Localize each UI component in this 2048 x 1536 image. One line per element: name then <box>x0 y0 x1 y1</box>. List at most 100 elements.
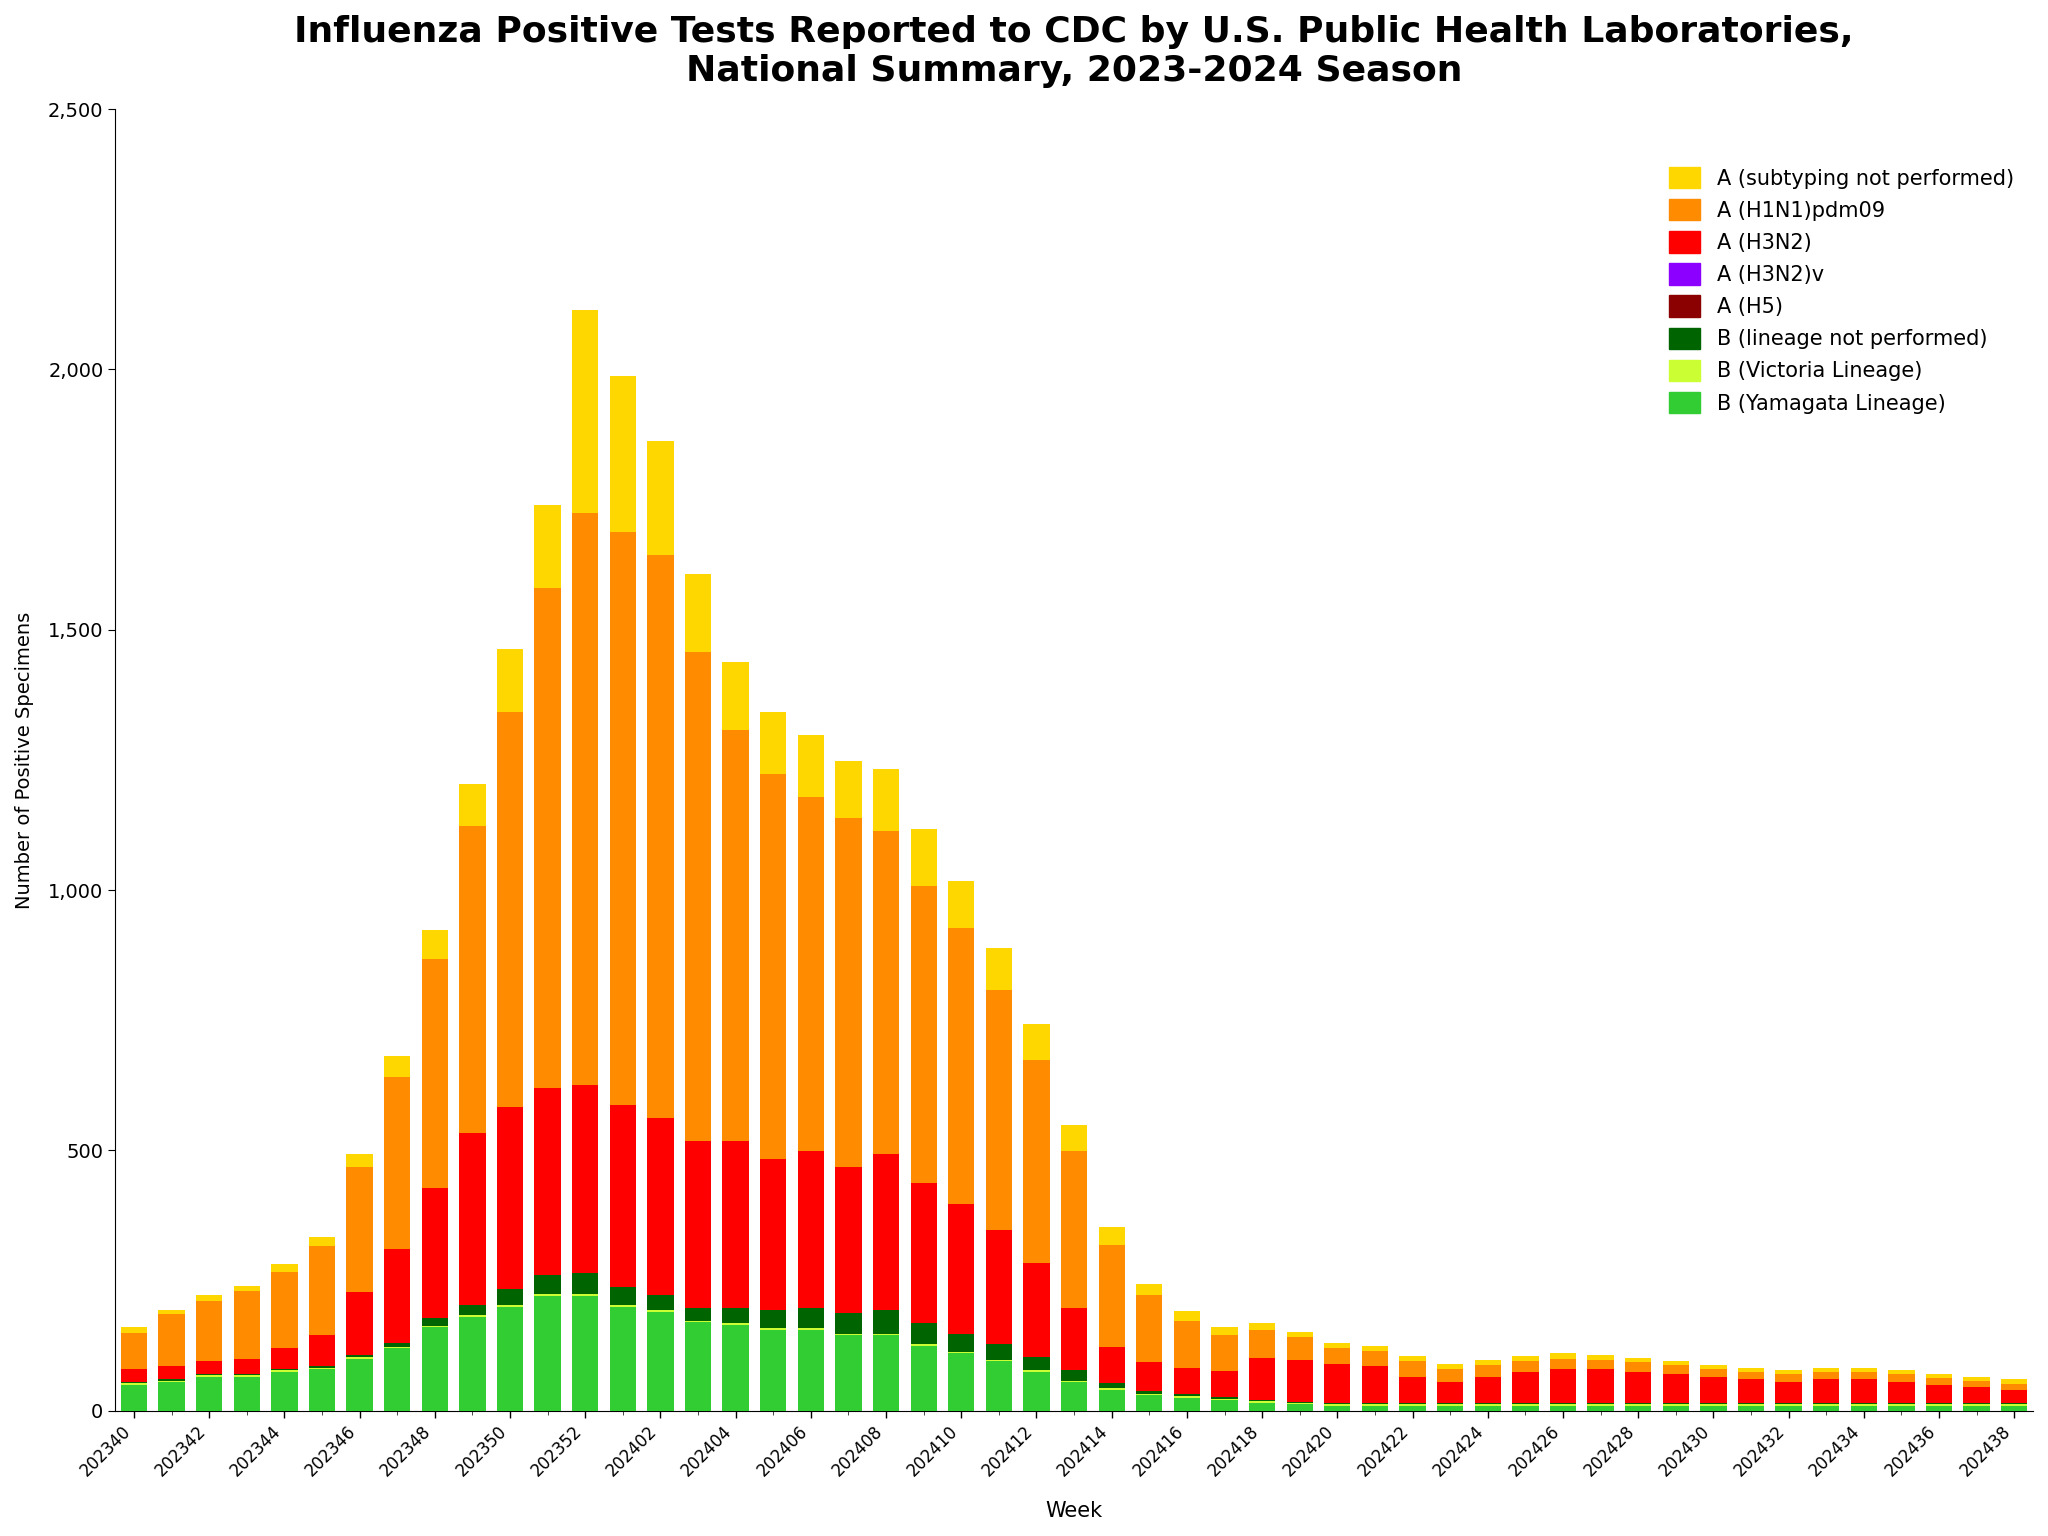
Bar <box>911 1324 936 1344</box>
Bar <box>610 1287 637 1306</box>
Bar <box>872 1333 899 1335</box>
Bar <box>197 1295 223 1301</box>
Bar <box>197 1301 223 1361</box>
Bar <box>1925 1405 1952 1410</box>
Bar <box>1475 1361 1501 1366</box>
Bar <box>121 1384 147 1410</box>
Bar <box>422 958 449 1187</box>
Bar <box>836 760 862 819</box>
Bar <box>1624 1404 1651 1405</box>
Bar <box>911 1183 936 1324</box>
Bar <box>385 1057 410 1077</box>
Bar <box>1851 1404 1876 1405</box>
Bar <box>346 1359 373 1410</box>
Bar <box>1587 1405 1614 1410</box>
Bar <box>760 1329 786 1330</box>
Bar <box>422 1327 449 1410</box>
Bar <box>571 310 598 513</box>
Bar <box>760 1330 786 1410</box>
Bar <box>1475 1404 1501 1405</box>
Y-axis label: Number of Positive Specimens: Number of Positive Specimens <box>14 611 35 909</box>
Bar <box>723 662 750 730</box>
Bar <box>346 1167 373 1292</box>
Bar <box>799 797 823 1152</box>
Bar <box>836 1313 862 1333</box>
Bar <box>158 1315 184 1367</box>
Bar <box>872 1154 899 1310</box>
Bar <box>1137 1295 1163 1362</box>
Bar <box>1812 1379 1839 1402</box>
Bar <box>1210 1372 1237 1398</box>
Bar <box>1325 1364 1350 1402</box>
Bar <box>1399 1404 1425 1405</box>
Bar <box>948 1333 975 1352</box>
Bar <box>233 1376 260 1410</box>
Bar <box>1925 1375 1952 1378</box>
Bar <box>1438 1404 1464 1405</box>
Bar <box>647 1295 674 1310</box>
Bar <box>2001 1384 2028 1390</box>
Bar <box>535 1293 561 1296</box>
Bar <box>459 826 485 1134</box>
Bar <box>610 1307 637 1410</box>
Bar <box>1587 1359 1614 1369</box>
Bar <box>1511 1405 1538 1410</box>
Bar <box>1739 1367 1763 1372</box>
Bar <box>985 948 1012 991</box>
Bar <box>121 1369 147 1382</box>
Bar <box>1964 1404 1991 1405</box>
Bar <box>1739 1405 1763 1410</box>
Bar <box>1362 1405 1389 1410</box>
Bar <box>197 1361 223 1375</box>
Bar <box>1137 1392 1163 1393</box>
Bar <box>1964 1381 1991 1387</box>
Bar <box>1210 1399 1237 1401</box>
Bar <box>1438 1405 1464 1410</box>
Bar <box>535 1087 561 1275</box>
Bar <box>158 1382 184 1410</box>
Bar <box>1812 1367 1839 1372</box>
Bar <box>1286 1402 1313 1404</box>
Bar <box>647 441 674 556</box>
Legend: A (subtyping not performed), A (H1N1)pdm09, A (H3N2), A (H3N2)v, A (H5), B (line: A (subtyping not performed), A (H1N1)pdm… <box>1661 158 2023 422</box>
Bar <box>799 1152 823 1307</box>
Bar <box>571 513 598 1086</box>
Bar <box>1249 1358 1276 1399</box>
Bar <box>270 1272 297 1347</box>
Bar <box>684 573 711 651</box>
Bar <box>872 1335 899 1410</box>
Bar <box>1739 1379 1763 1402</box>
Bar <box>1399 1376 1425 1402</box>
Bar <box>1550 1369 1577 1402</box>
Bar <box>684 1307 711 1321</box>
Bar <box>985 1359 1012 1361</box>
Bar <box>1024 1060 1051 1264</box>
Bar <box>1663 1405 1690 1410</box>
Bar <box>385 1347 410 1349</box>
Bar <box>1174 1321 1200 1367</box>
Bar <box>1475 1366 1501 1376</box>
Bar <box>1249 1402 1276 1410</box>
Bar <box>760 711 786 774</box>
Bar <box>385 1349 410 1410</box>
Bar <box>1210 1401 1237 1410</box>
Bar <box>309 1335 336 1366</box>
Bar <box>799 734 823 797</box>
Bar <box>2001 1390 2028 1402</box>
Bar <box>1399 1361 1425 1376</box>
Bar <box>872 770 899 831</box>
Bar <box>1964 1405 1991 1410</box>
Bar <box>647 556 674 1118</box>
Bar <box>723 1141 750 1307</box>
Bar <box>346 1154 373 1167</box>
Bar <box>1739 1372 1763 1379</box>
Bar <box>948 928 975 1204</box>
Bar <box>1700 1366 1726 1369</box>
Bar <box>498 1289 522 1306</box>
Bar <box>1700 1405 1726 1410</box>
Bar <box>1137 1395 1163 1410</box>
Bar <box>197 1376 223 1410</box>
Bar <box>1925 1378 1952 1384</box>
Bar <box>1587 1404 1614 1405</box>
Bar <box>270 1372 297 1410</box>
